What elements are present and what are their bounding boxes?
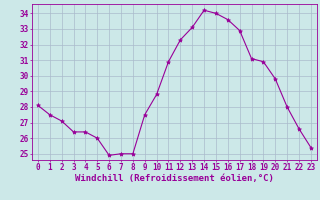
X-axis label: Windchill (Refroidissement éolien,°C): Windchill (Refroidissement éolien,°C) bbox=[75, 174, 274, 183]
